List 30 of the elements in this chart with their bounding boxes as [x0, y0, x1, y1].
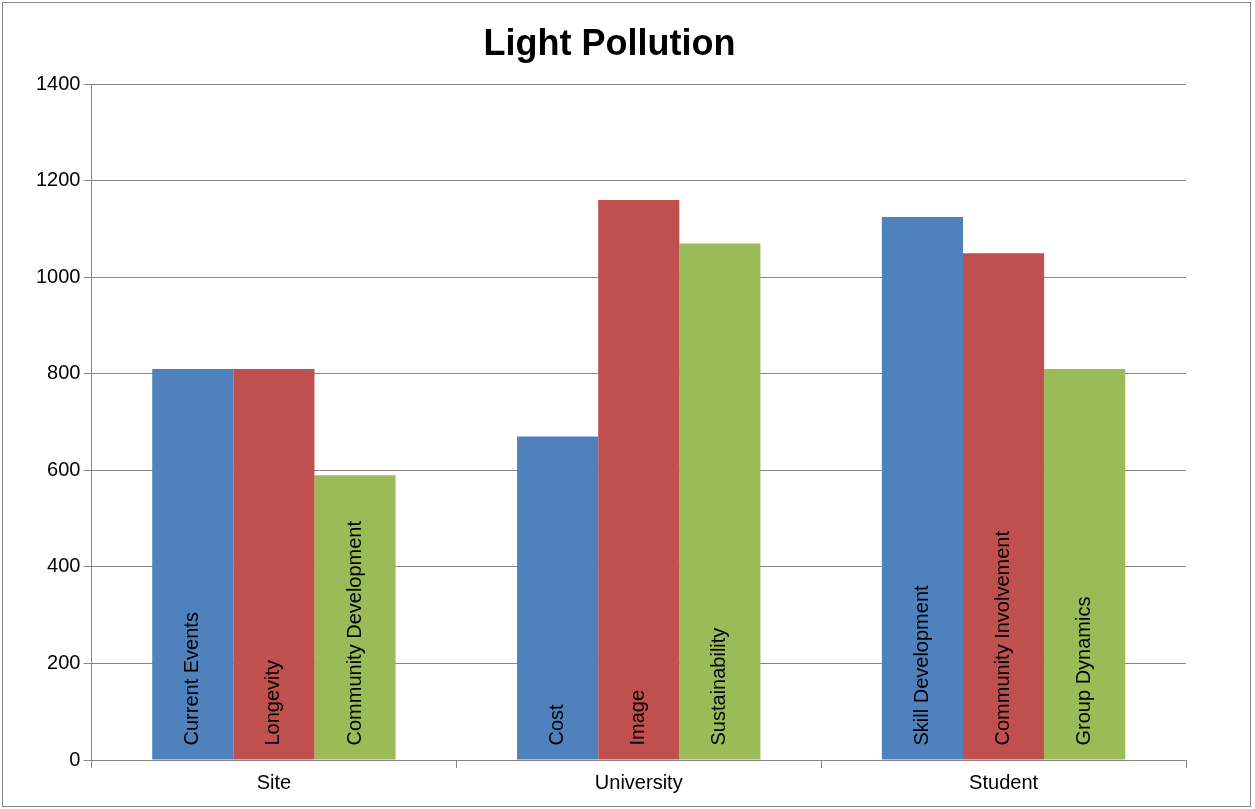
- y-tick-label: 0: [69, 747, 81, 770]
- data-label: Community Development: [342, 520, 365, 746]
- bar: [233, 369, 315, 760]
- y-tick-label: 600: [47, 457, 81, 480]
- data-label: Cost: [545, 703, 568, 746]
- data-label: Image: [626, 689, 649, 746]
- y-tick-label: 1000: [35, 264, 81, 287]
- data-label: Sustainability: [707, 627, 730, 746]
- data-label: Longevity: [261, 659, 284, 746]
- bar: [517, 436, 599, 760]
- y-tick-label: 800: [47, 361, 81, 384]
- bar: [881, 216, 964, 760]
- y-tick-label: 200: [47, 650, 81, 673]
- bar: [1044, 369, 1126, 760]
- y-tick-label: 400: [47, 554, 81, 577]
- data-label: Current Events: [180, 612, 203, 746]
- data-label: Group Dynamics: [1072, 596, 1095, 746]
- y-tick-label: 1400: [35, 71, 81, 94]
- x-tick-label: University: [594, 770, 683, 793]
- y-tick-label: 1200: [35, 168, 81, 191]
- x-tick-label: Site: [256, 770, 292, 793]
- bar: [598, 200, 680, 760]
- bar: [679, 243, 761, 760]
- data-label: Community Involvement: [991, 530, 1014, 746]
- chart-title: Light Pollution: [483, 21, 736, 63]
- bar: [963, 253, 1045, 760]
- bar: [314, 475, 396, 760]
- data-label: Skill Development: [909, 584, 932, 746]
- bar: [152, 369, 234, 760]
- x-tick-label: Student: [969, 770, 1039, 793]
